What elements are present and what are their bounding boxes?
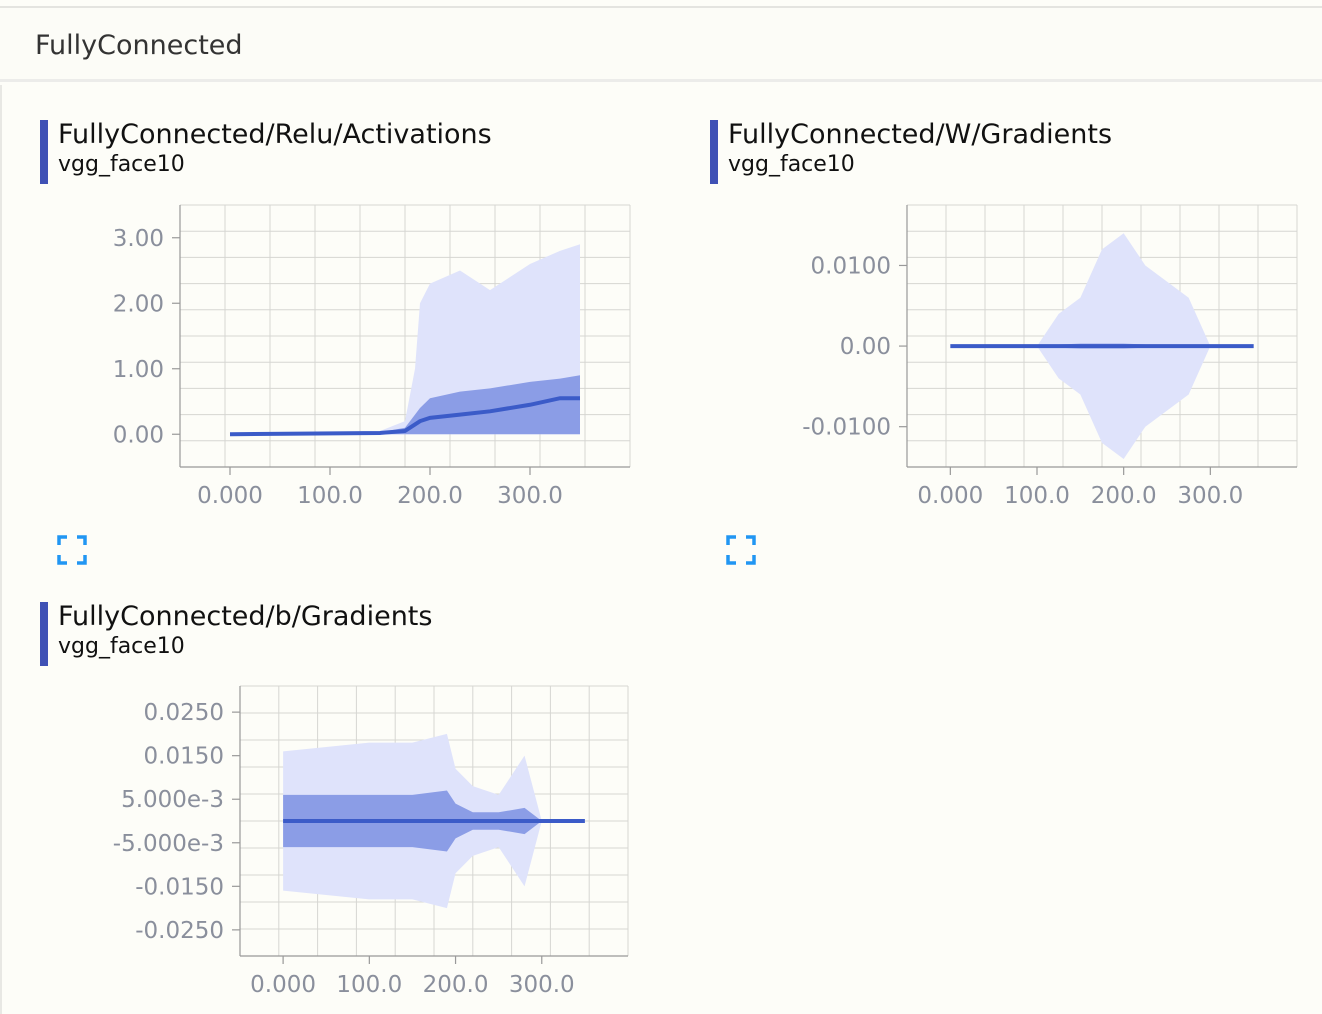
x-tick-label: 100.0	[1004, 483, 1070, 509]
x-tick-label: 0.000	[197, 483, 263, 509]
y-tick-label: -0.0150	[135, 874, 224, 900]
fullscreen-expand-icon[interactable]	[57, 535, 87, 565]
card-header: FullyConnected/W/Gradients vgg_face10	[710, 120, 1112, 184]
x-tick-label: 300.0	[509, 972, 575, 998]
chart-svg: 3.00 2.00 1.00 0.00 0.000 100.0 200.0 300.0	[113, 204, 631, 509]
card-header: FullyConnected/Relu/Activations vgg_face…	[40, 120, 492, 184]
fullscreen-expand-icon[interactable]	[726, 535, 756, 565]
y-tick-label: -0.0250	[135, 918, 224, 944]
y-tick-label: 0.00	[113, 422, 164, 448]
x-tick-label: 300.0	[497, 483, 563, 509]
group-title: FullyConnected	[35, 30, 243, 61]
card-title: FullyConnected/Relu/Activations	[58, 119, 492, 150]
series-median-line	[229, 396, 580, 437]
x-tick-label: 300.0	[1177, 483, 1243, 509]
card-run-name: vgg_face10	[728, 152, 855, 177]
x-tick-label: 100.0	[297, 483, 363, 509]
chart-svg: 0.0250 0.0150 5.000e-3 -5.000e-3 -0.0150 -0.0…	[113, 685, 629, 998]
card-run-name: vgg_face10	[58, 634, 185, 659]
card-title: FullyConnected/W/Gradients	[728, 119, 1113, 150]
x-tick-label: 0.000	[250, 972, 316, 998]
histogram-chart-relu-activations[interactable]: 3.00 2.00 1.00 0.00 0.000 100.0 200.0 300.0	[90, 195, 635, 515]
histogram-chart-w-gradients[interactable]: 0.0100 0.00 -0.0100 0.000 100.0 200.0 300.0	[775, 195, 1305, 515]
y-tick-label: 0.0150	[144, 744, 224, 770]
histogram-chart-b-gradients[interactable]: 0.0250 0.0150 5.000e-3 -5.000e-3 -0.0150 -0.0…	[90, 678, 635, 998]
band-max	[230, 244, 580, 435]
y-tick-label: -0.0100	[802, 415, 891, 441]
x-tick-label: 200.0	[1091, 483, 1157, 509]
card-run-name: vgg_face10	[58, 152, 185, 177]
x-tick-label: 200.0	[397, 483, 463, 509]
y-tick-label: 0.0250	[144, 700, 224, 726]
chart-svg: 0.0100 0.00 -0.0100 0.000 100.0 200.0 300.0	[802, 204, 1298, 509]
y-tick-label: 2.00	[113, 291, 164, 317]
band-p75	[230, 375, 580, 435]
x-tick-label: 200.0	[423, 972, 489, 998]
y-tick-label: -5.000e-3	[113, 831, 224, 857]
card-title: FullyConnected/b/Gradients	[58, 601, 433, 632]
y-tick-label: 5.000e-3	[121, 787, 224, 813]
y-tick-label: 0.00	[840, 334, 891, 360]
card-header: FullyConnected/b/Gradients vgg_face10	[40, 602, 432, 666]
x-tick-label: 0.000	[917, 483, 983, 509]
x-tick-label: 100.0	[336, 972, 402, 998]
y-tick-label: 0.0100	[811, 253, 891, 279]
y-tick-label: 1.00	[113, 357, 164, 383]
group-left-border	[0, 85, 2, 1014]
group-header[interactable]: FullyConnected	[0, 6, 1322, 82]
y-tick-label: 3.00	[113, 226, 164, 252]
